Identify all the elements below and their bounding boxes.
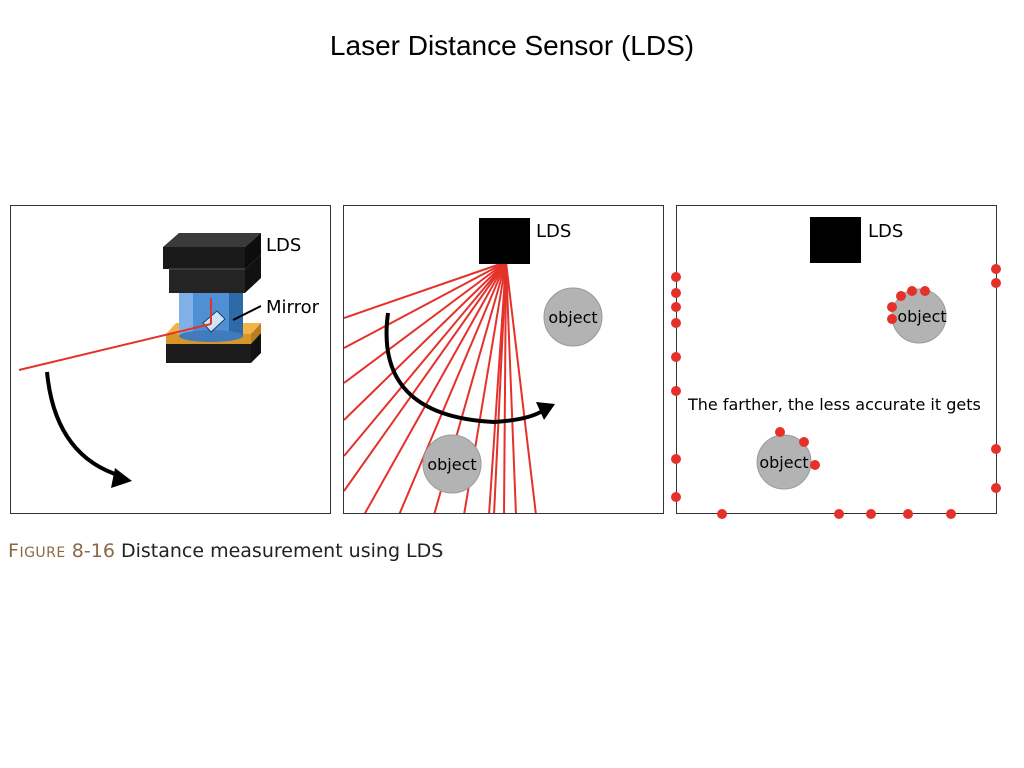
laser-ray [398,261,507,513]
object-label: object [897,307,946,326]
laser-beam [18,323,212,371]
scan-point [920,286,930,296]
figure-number: 8-16 [71,540,115,562]
scan-point [671,318,681,328]
rotation-arrow [384,312,546,425]
scan-points [671,264,1001,519]
scan-point [671,454,681,464]
object-label: object [759,453,808,472]
detected-points-diagram: object object LDS The farther, the less … [671,217,1001,519]
laser-ray [493,261,507,513]
lds-label: LDS [266,235,301,256]
scan-point [799,437,809,447]
scan-point [671,352,681,362]
rotation-arrow-head [536,402,555,420]
scan-point [991,264,1001,274]
scan-point [903,509,913,519]
scan-point [907,286,917,296]
scan-point [991,278,1001,288]
laser-sweep-diagram: object object LDS [344,218,603,513]
panel-lds-device: LDS Mirror [10,205,331,514]
lds-device-illustration: LDS Mirror [18,233,320,488]
scan-point [887,302,897,312]
object-label: object [548,308,597,327]
scan-point [671,386,681,396]
rotation-arrow [45,371,122,478]
laser-rays [344,261,537,513]
lds-label: LDS [868,221,903,242]
laser-ray [344,261,507,457]
laser-ray [363,261,507,513]
scan-point [896,291,906,301]
scan-point [991,444,1001,454]
panel-detected-points: object object LDS The farther, the less … [671,205,1001,519]
scan-point [810,460,820,470]
scan-point [671,288,681,298]
lds-label: LDS [536,221,571,242]
object-circle [422,434,482,494]
sensor-head [163,233,261,293]
accuracy-note: The farther, the less accurate it gets [687,395,981,414]
panel-laser-sweep: object object LDS [343,205,664,514]
scan-point [671,302,681,312]
mirror-pointer-line [232,305,262,321]
mirror [202,310,226,333]
scan-point [671,272,681,282]
scan-point [946,509,956,519]
laser-ray [505,261,517,513]
laser-ray [344,261,507,384]
laser-ray [344,261,507,349]
figure-caption: FIGURE 8-16 Distance measurement using L… [8,540,443,562]
figure-caption-text: Distance measurement using LDS [120,540,444,562]
scan-point [717,509,727,519]
scan-point [775,427,785,437]
mirror-label: Mirror [266,297,320,318]
lds-sensor-box [810,217,861,263]
laser-ray [344,261,507,421]
scan-point [991,483,1001,493]
lds-sensor-box [479,218,530,264]
scan-point [866,509,876,519]
object-circle [543,287,603,347]
object-label: object [427,455,476,474]
laser-ray [503,261,507,513]
figure-label: FIGURE [8,540,66,562]
scan-point [671,492,681,502]
laser-ray [505,261,537,513]
slide-title: Laser Distance Sensor (LDS) [329,30,695,61]
laser-ray [344,261,507,492]
scan-point [887,314,897,324]
scan-point [834,509,844,519]
laser-ray [344,261,507,319]
rotation-arrow-head [111,468,132,488]
